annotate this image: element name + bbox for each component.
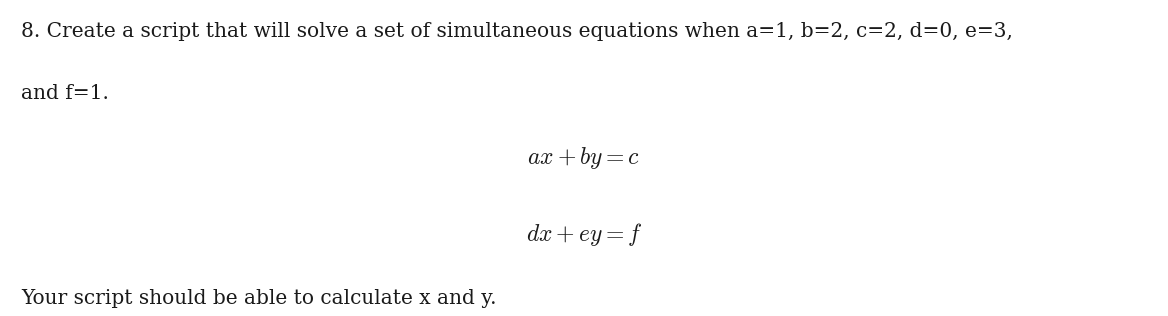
Text: $ax + by = c$: $ax + by = c$: [528, 145, 640, 171]
Text: Your script should be able to calculate x and y.: Your script should be able to calculate …: [21, 289, 496, 308]
Text: $dx + ey = f$: $dx + ey = f$: [526, 221, 642, 248]
Text: 8. Create a script that will solve a set of simultaneous equations when a=1, b=2: 8. Create a script that will solve a set…: [21, 22, 1013, 41]
Text: and f=1.: and f=1.: [21, 84, 109, 103]
